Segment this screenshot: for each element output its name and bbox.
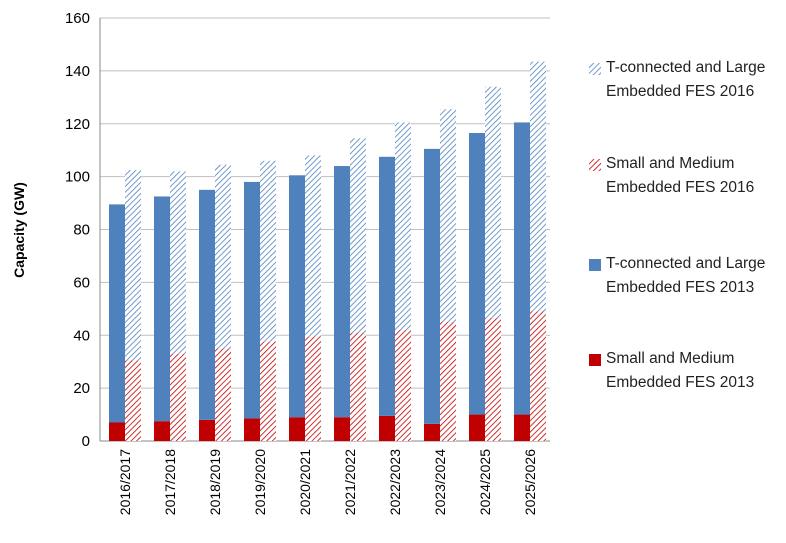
bar-segment xyxy=(109,204,125,423)
x-tick-label: 2025/2026 xyxy=(522,449,538,515)
legend-label: Small and Medium Embedded FES 2013 xyxy=(606,350,755,391)
bar-segment xyxy=(379,156,395,416)
bar-segment xyxy=(440,109,456,323)
x-tick-label: 2024/2025 xyxy=(477,449,493,515)
bar-segment xyxy=(379,415,395,441)
bar-segment xyxy=(154,421,170,441)
bar-segment xyxy=(395,122,411,330)
bar-segment xyxy=(170,171,186,354)
bar-segment xyxy=(305,155,321,337)
bar-segment xyxy=(199,189,215,420)
y-tick-label: 140 xyxy=(65,63,90,80)
legend-marker xyxy=(589,63,601,75)
bar-segment xyxy=(485,318,501,441)
bar-segment xyxy=(514,122,530,415)
bar-segment xyxy=(469,414,485,441)
x-tick-label: 2018/2019 xyxy=(207,449,223,515)
y-tick-label: 0 xyxy=(82,433,90,450)
bar-segment xyxy=(125,360,141,441)
x-tick-label: 2021/2022 xyxy=(342,449,358,515)
y-tick-label: 120 xyxy=(65,116,90,133)
bar-segment xyxy=(469,133,485,415)
legend-marker xyxy=(589,159,601,171)
legend-label: Small and Medium Embedded FES 2016 xyxy=(606,155,755,196)
legend-marker xyxy=(589,354,601,366)
bar-segment xyxy=(289,175,305,418)
y-tick-label: 80 xyxy=(73,222,90,239)
y-tick-label: 100 xyxy=(65,169,90,186)
bar-segment xyxy=(244,418,260,441)
bar-segment xyxy=(485,86,501,319)
bar-segment xyxy=(244,181,260,419)
x-tick-label: 2022/2023 xyxy=(387,449,403,515)
bar-segment xyxy=(350,138,366,333)
bar-segment xyxy=(260,160,276,342)
bar-segment xyxy=(109,422,125,441)
y-tick-label: 160 xyxy=(65,10,90,27)
x-tick-label: 2023/2024 xyxy=(432,449,448,515)
x-tick-label: 2019/2020 xyxy=(252,449,268,515)
bar-segment xyxy=(125,170,141,361)
legend-marker xyxy=(589,259,601,271)
bar-segment xyxy=(170,353,186,441)
bar-segment xyxy=(305,336,321,441)
bar-segment xyxy=(395,329,411,441)
bar-segment xyxy=(215,164,231,349)
bar-segment xyxy=(260,341,276,441)
legend-label: T-connected and Large Embedded FES 2013 xyxy=(606,255,766,296)
bar-segment xyxy=(530,311,546,441)
bar-segment xyxy=(440,322,456,441)
y-tick-label: 40 xyxy=(73,327,90,344)
y-tick-label: 60 xyxy=(73,274,90,291)
x-tick-label: 2016/2017 xyxy=(117,449,133,515)
bar-segment xyxy=(334,166,350,418)
bar-segment xyxy=(199,419,215,441)
bar-segment xyxy=(530,61,546,312)
bar-segment xyxy=(154,196,170,422)
bar-segment xyxy=(334,417,350,441)
bar-segment xyxy=(514,414,530,441)
bar-segment xyxy=(424,423,440,441)
legend-label: T-connected and Large Embedded FES 2016 xyxy=(606,59,766,100)
x-tick-label: 2020/2021 xyxy=(297,449,313,515)
y-tick-label: 20 xyxy=(73,380,90,397)
bar-segment xyxy=(289,417,305,441)
bar-segment xyxy=(215,348,231,441)
y-axis-label: Capacity (GW) xyxy=(11,182,27,278)
x-tick-label: 2017/2018 xyxy=(162,449,178,515)
bar-segment xyxy=(424,148,440,424)
bar-segment xyxy=(350,332,366,441)
